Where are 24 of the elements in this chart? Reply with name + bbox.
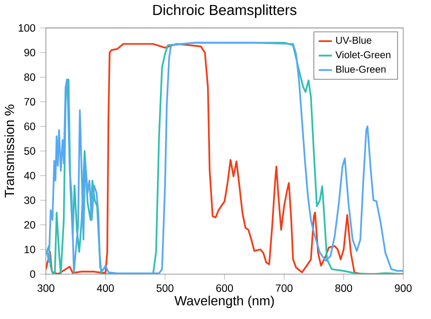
y-tick-label: 20 (24, 221, 36, 229)
legend-label: Violet-Green (335, 51, 390, 58)
chart-title: Dichroic Beamsplitters (153, 4, 296, 18)
x-tick-label: 800 (335, 284, 352, 292)
x-tick-label: 700 (276, 284, 293, 292)
x-tick-label: 300 (37, 284, 54, 292)
y-tick-label: 10 (24, 246, 36, 254)
x-tick-label: 500 (156, 284, 174, 292)
y-tick-label: 30 (24, 196, 36, 204)
y-tick-label: 70 (24, 98, 36, 106)
y-tick-label: 40 (24, 172, 36, 180)
x-axis-title: Wavelength (nm) (174, 296, 274, 308)
y-tick-label: 100 (18, 24, 36, 32)
legend-label: UV-Blue (336, 36, 372, 44)
y-tick-label: 50 (24, 147, 36, 155)
y-tick-label: 80 (24, 74, 36, 82)
x-tick-label: 600 (216, 284, 233, 292)
y-tick-label: 0 (30, 270, 36, 278)
x-tick-label: 400 (96, 284, 114, 292)
y-tick-label: 90 (24, 48, 36, 56)
y-axis-title: Transmission % (4, 104, 14, 198)
legend-label: Blue-Green (336, 66, 386, 73)
y-tick-label: 60 (24, 122, 36, 130)
x-tick-label: 900 (394, 284, 412, 292)
